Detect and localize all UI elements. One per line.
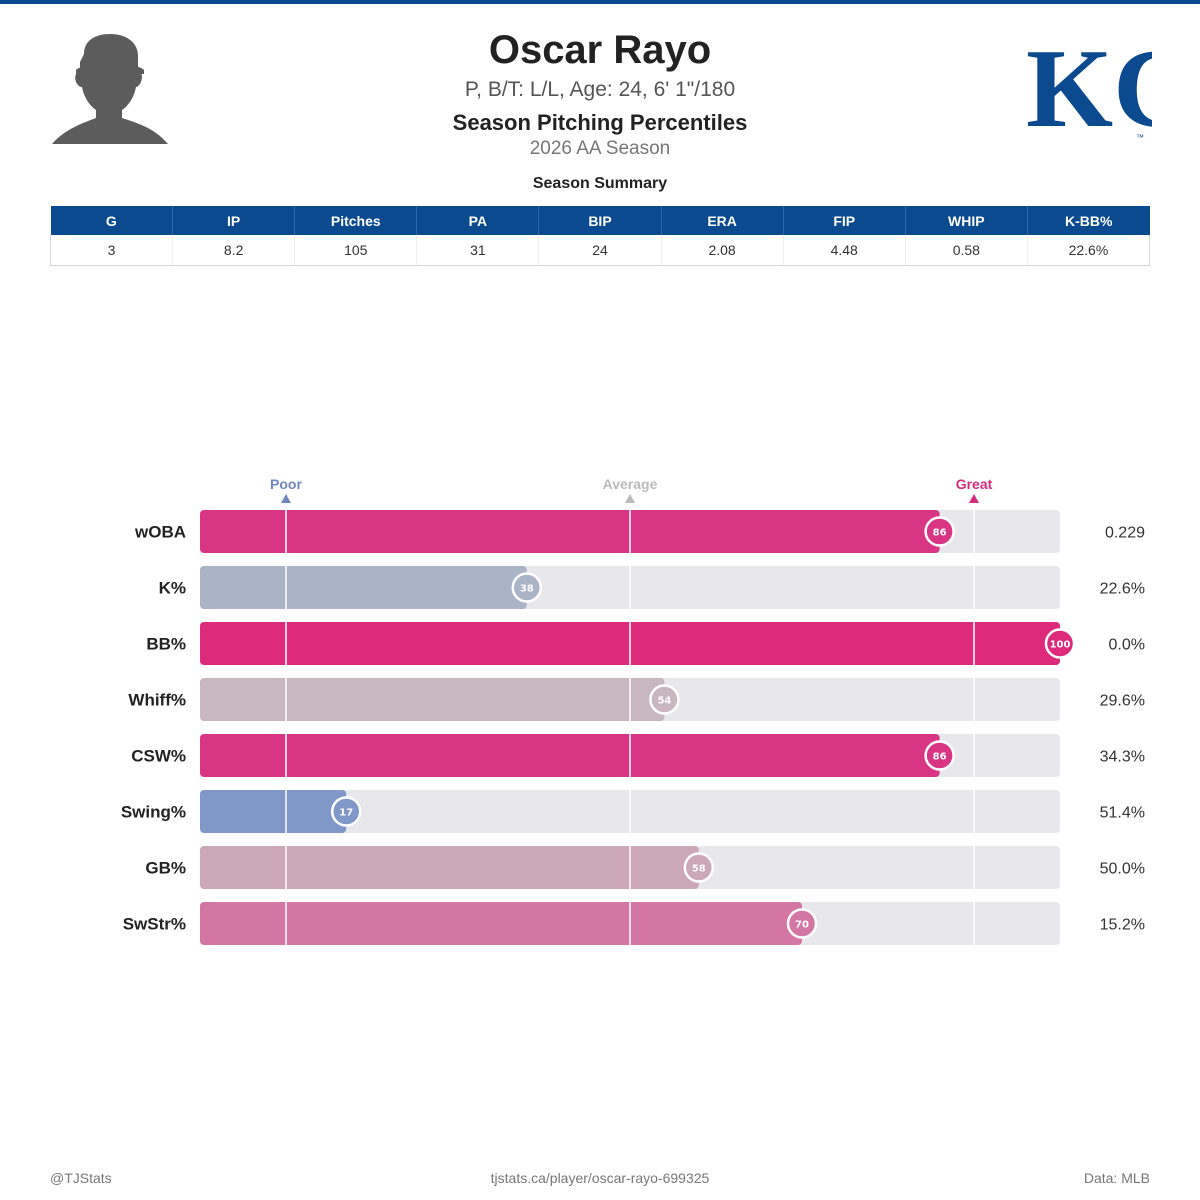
percentile-label: 70 <box>795 920 809 931</box>
percentile-bar <box>200 902 802 945</box>
player-name: Oscar Rayo <box>488 28 712 72</box>
player-bio: P, B/T: L/L, Age: 24, 6' 1"/180 <box>464 78 736 101</box>
metric-value: 34.3% <box>1100 749 1145 766</box>
summary-header-cell: K-BB% <box>1027 206 1150 235</box>
summary-value-cell: 24 <box>538 235 662 266</box>
season-label: 2026 AA Season <box>529 138 671 159</box>
top-rule <box>0 0 1200 4</box>
summary-header-cell: WHIP <box>905 206 1028 235</box>
percentile-bubble <box>924 740 955 771</box>
percentile-label: 17 <box>339 808 353 819</box>
metric-value: 50.0% <box>1100 861 1145 878</box>
summary-header-cell: PA <box>416 206 540 235</box>
percentile-label: 86 <box>933 528 947 539</box>
percentile-chart: Poor Average Great 86 wOBA 0.229 38 K% 22.6% 100 B… <box>121 476 1145 945</box>
metric-value: 15.2% <box>1100 917 1145 934</box>
percentile-bar <box>200 510 940 553</box>
metric-value: 22.6% <box>1100 581 1145 598</box>
percentile-label: 100 <box>1050 640 1071 651</box>
scale-marker-triangle-icon <box>969 494 979 503</box>
percentile-bubble <box>330 796 362 827</box>
footer-handle: @TJStats <box>50 1170 112 1186</box>
metric-label: GB% <box>145 859 186 878</box>
metric-label: wOBA <box>134 523 186 542</box>
summary-value-cell: 2.08 <box>661 235 784 266</box>
metric-value: 29.6% <box>1100 693 1145 710</box>
summary-header-cell: IP <box>172 206 296 235</box>
metric-value: 51.4% <box>1100 805 1145 822</box>
summary-header-cell: FIP <box>783 206 906 235</box>
metric-label: BB% <box>146 635 186 654</box>
percentile-bar <box>200 790 347 833</box>
summary-header-cell: BIP <box>538 206 662 235</box>
summary-value-row: 3 8.2 105 31 24 2.08 4.48 0.58 22.6% <box>49 235 1151 266</box>
percentile-bubble <box>924 516 955 547</box>
metric-label: Swing% <box>121 803 186 822</box>
scale-marker-triangle-icon <box>281 494 291 503</box>
metric-label: CSW% <box>131 747 186 766</box>
metric-label: Whiff% <box>128 691 186 710</box>
percentile-bar <box>200 566 527 609</box>
metric-label: K% <box>159 579 186 598</box>
summary-header-row: G IP Pitches PA BIP ERA FIP WHIP K-BB% <box>50 206 1150 235</box>
summary-header-cell: ERA <box>661 206 784 235</box>
summary-value-cell: 4.48 <box>783 235 906 266</box>
summary-value-cell: 3 <box>49 235 174 266</box>
season-summary-table: G IP Pitches PA BIP ERA FIP WHIP K-BB% 3… <box>49 206 1151 266</box>
percentile-label: 58 <box>692 864 706 875</box>
scale-marker-label: Great <box>956 476 993 492</box>
scale-marker-triangle-icon <box>625 494 635 503</box>
summary-value-cell: 8.2 <box>172 235 296 266</box>
percentile-bar <box>200 678 665 721</box>
metric-label: SwStr% <box>123 915 186 934</box>
percentile-bubble <box>649 684 680 715</box>
summary-value-cell: 0.58 <box>905 235 1028 266</box>
percentile-bubble <box>1044 628 1076 659</box>
metric-value: 0.229 <box>1105 525 1145 542</box>
metric-value: 0.0% <box>1109 637 1145 654</box>
summary-value-cell: 105 <box>294 235 418 266</box>
percentile-bubble <box>683 852 715 883</box>
percentile-bar <box>200 846 699 889</box>
percentile-label: 38 <box>520 584 534 595</box>
player-silhouette <box>50 32 170 144</box>
scale-marker-label: Poor <box>270 476 302 492</box>
footer-url: tjstats.ca/player/oscar-rayo-699325 <box>490 1170 710 1186</box>
percentile-bar <box>200 734 940 777</box>
report-title: Season Pitching Percentiles <box>452 110 748 135</box>
percentile-label: 54 <box>657 696 671 707</box>
trademark-mark: ™ <box>1136 133 1144 142</box>
summary-value-cell: 22.6% <box>1027 235 1151 266</box>
percentile-bubble <box>511 572 543 603</box>
percentile-label: 86 <box>933 752 947 763</box>
summary-header-cell: G <box>50 206 174 235</box>
scale-marker-label: Average <box>603 476 658 492</box>
summary-value-cell: 31 <box>416 235 540 266</box>
summary-header-cell: Pitches <box>294 206 418 235</box>
summary-title: Season Summary <box>532 175 668 192</box>
percentile-bubble <box>786 908 818 939</box>
footer-source: Data: MLB <box>1083 1170 1150 1186</box>
